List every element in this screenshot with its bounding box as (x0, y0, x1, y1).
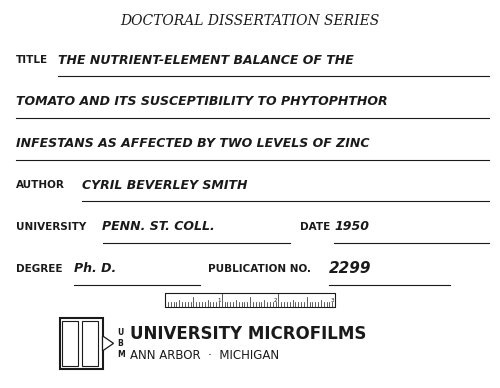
Text: PENN. ST. COLL.: PENN. ST. COLL. (102, 220, 215, 234)
Text: DATE: DATE (300, 222, 330, 232)
Bar (82, 320, 98, 366)
Text: TOMATO AND ITS SUSCEPTIBILITY TO PHYTOPHTHOR: TOMATO AND ITS SUSCEPTIBILITY TO PHYTOPH… (16, 95, 388, 108)
Text: PUBLICATION NO.: PUBLICATION NO. (208, 264, 310, 274)
Bar (62, 320, 78, 366)
Text: Ph. D.: Ph. D. (74, 262, 116, 275)
Text: UNIVERSITY MICROFILMS: UNIVERSITY MICROFILMS (130, 325, 366, 343)
Text: DOCTORAL DISSERTATION SERIES: DOCTORAL DISSERTATION SERIES (120, 14, 380, 28)
Text: 1: 1 (218, 298, 221, 303)
Text: INFESTANS AS AFFECTED BY TWO LEVELS OF ZINC: INFESTANS AS AFFECTED BY TWO LEVELS OF Z… (16, 137, 370, 150)
Text: 2299: 2299 (329, 262, 372, 276)
Text: AUTHOR: AUTHOR (16, 180, 65, 190)
Bar (60, 318, 102, 369)
Text: B: B (118, 339, 124, 348)
Text: UNIVERSITY: UNIVERSITY (16, 222, 86, 232)
Text: 1950: 1950 (334, 220, 369, 234)
Text: 2: 2 (274, 298, 278, 303)
Text: TITLE: TITLE (16, 55, 48, 65)
Polygon shape (102, 336, 114, 351)
Text: CYRIL BEVERLEY SMITH: CYRIL BEVERLEY SMITH (82, 178, 247, 192)
Text: THE NUTRIENT-ELEMENT BALANCE OF THE: THE NUTRIENT-ELEMENT BALANCE OF THE (58, 54, 353, 67)
Text: 3: 3 (331, 298, 334, 303)
Text: ANN ARBOR  ·  MICHIGAN: ANN ARBOR · MICHIGAN (130, 348, 279, 362)
Text: U: U (118, 328, 124, 337)
Text: DEGREE: DEGREE (16, 264, 62, 274)
Text: M: M (118, 350, 126, 359)
FancyBboxPatch shape (165, 293, 335, 307)
